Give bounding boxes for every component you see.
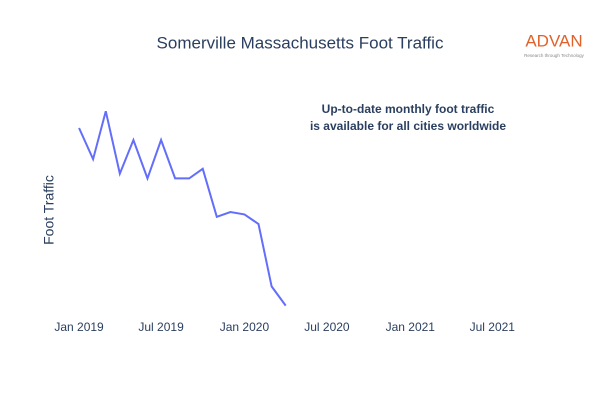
annotation: Up-to-date monthly foot traffic [322,102,495,116]
logo-tagline: Research through Technology [524,53,584,58]
line [78,110,287,307]
x-tick-label: Jul 2021 [470,320,516,334]
x-tick-label: Jan 2019 [54,320,104,334]
x-tick-label: Jul 2020 [304,320,350,334]
x-tick-label: Jan 2020 [220,320,270,334]
x-tick-label: Jan 2021 [386,320,436,334]
chart-title: Somerville Massachusetts Foot Traffic [157,33,444,52]
logo: ADVAN [525,31,582,50]
x-tick-label: Jul 2019 [138,320,184,334]
y-axis-label: Foot Traffic [41,175,57,245]
annotation: is available for all cities worldwide [310,119,506,133]
